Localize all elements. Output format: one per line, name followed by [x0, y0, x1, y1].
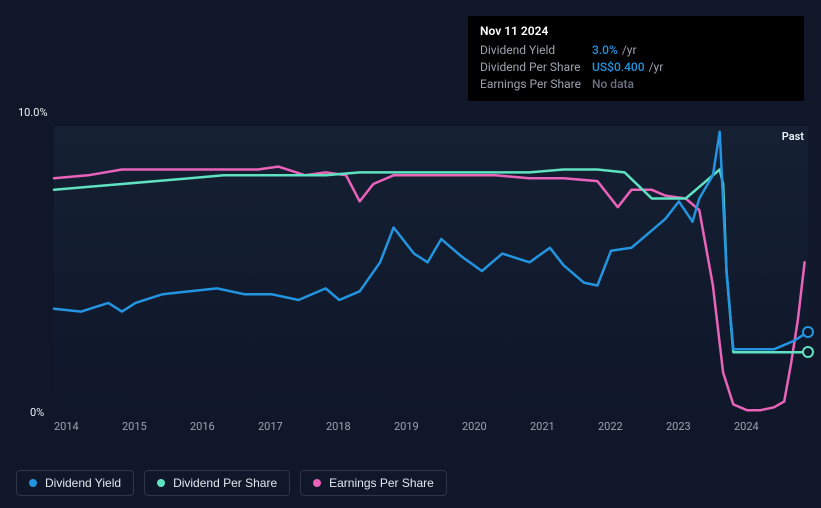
legend-label: Dividend Yield: [45, 476, 121, 490]
series-line-dividend_per_share: [54, 170, 808, 353]
x-tick: 2020: [462, 420, 530, 433]
tooltip-label: Dividend Per Share: [480, 59, 592, 76]
x-tick: 2019: [394, 420, 462, 433]
series-line-dividend_yield: [54, 132, 808, 349]
tooltip-unit: /yr: [649, 59, 664, 76]
legend-dot-icon: [313, 479, 321, 487]
y-axis-bot-label: 0%: [30, 406, 44, 419]
chart-tooltip: Nov 11 2024 Dividend Yield 3.0% /yr Divi…: [468, 16, 804, 101]
x-tick: 2022: [598, 420, 666, 433]
legend-item-earnings-per-share[interactable]: Earnings Per Share: [300, 470, 447, 496]
tooltip-row-earnings-per-share: Earnings Per Share No data: [480, 76, 792, 93]
legend: Dividend Yield Dividend Per Share Earnings…: [16, 470, 447, 496]
series-end-dot-dividend_per_share: [802, 346, 814, 358]
legend-item-dividend-per-share[interactable]: Dividend Per Share: [144, 470, 290, 496]
legend-label: Dividend Per Share: [173, 476, 277, 490]
tooltip-row-dividend-yield: Dividend Yield 3.0% /yr: [480, 42, 792, 59]
tooltip-unit: /yr: [622, 42, 637, 59]
past-label: Past: [782, 130, 804, 143]
tooltip-value: 3.0%: [592, 42, 618, 59]
x-tick: 2016: [190, 420, 258, 433]
x-tick: 2017: [258, 420, 326, 433]
x-tick: 2021: [530, 420, 598, 433]
x-tick: 2024: [734, 420, 802, 433]
x-tick: 2018: [326, 420, 394, 433]
x-tick: 2015: [122, 420, 190, 433]
legend-dot-icon: [157, 479, 165, 487]
tooltip-row-dividend-per-share: Dividend Per Share US$0.400 /yr: [480, 59, 792, 76]
series-end-dot-dividend_yield: [802, 326, 814, 338]
tooltip-label: Earnings Per Share: [480, 76, 592, 93]
x-tick: 2023: [666, 420, 734, 433]
tooltip-value: No data: [592, 76, 634, 93]
legend-label: Earnings Per Share: [329, 476, 434, 490]
tooltip-label: Dividend Yield: [480, 42, 592, 59]
chart: 10.0% 0% Past 20142015201620172018201920…: [14, 108, 810, 448]
x-tick: 2014: [54, 420, 122, 433]
x-axis: 2014201520162017201820192020202120222023…: [54, 420, 814, 433]
series-line-earnings_per_share: [54, 167, 805, 411]
tooltip-date: Nov 11 2024: [480, 24, 792, 38]
y-axis-top-label: 10.0%: [18, 106, 48, 119]
line-chart-svg: [54, 126, 808, 416]
plot-area[interactable]: [54, 126, 808, 416]
tooltip-value: US$0.400: [592, 59, 645, 76]
legend-item-dividend-yield[interactable]: Dividend Yield: [16, 470, 134, 496]
legend-dot-icon: [29, 479, 37, 487]
